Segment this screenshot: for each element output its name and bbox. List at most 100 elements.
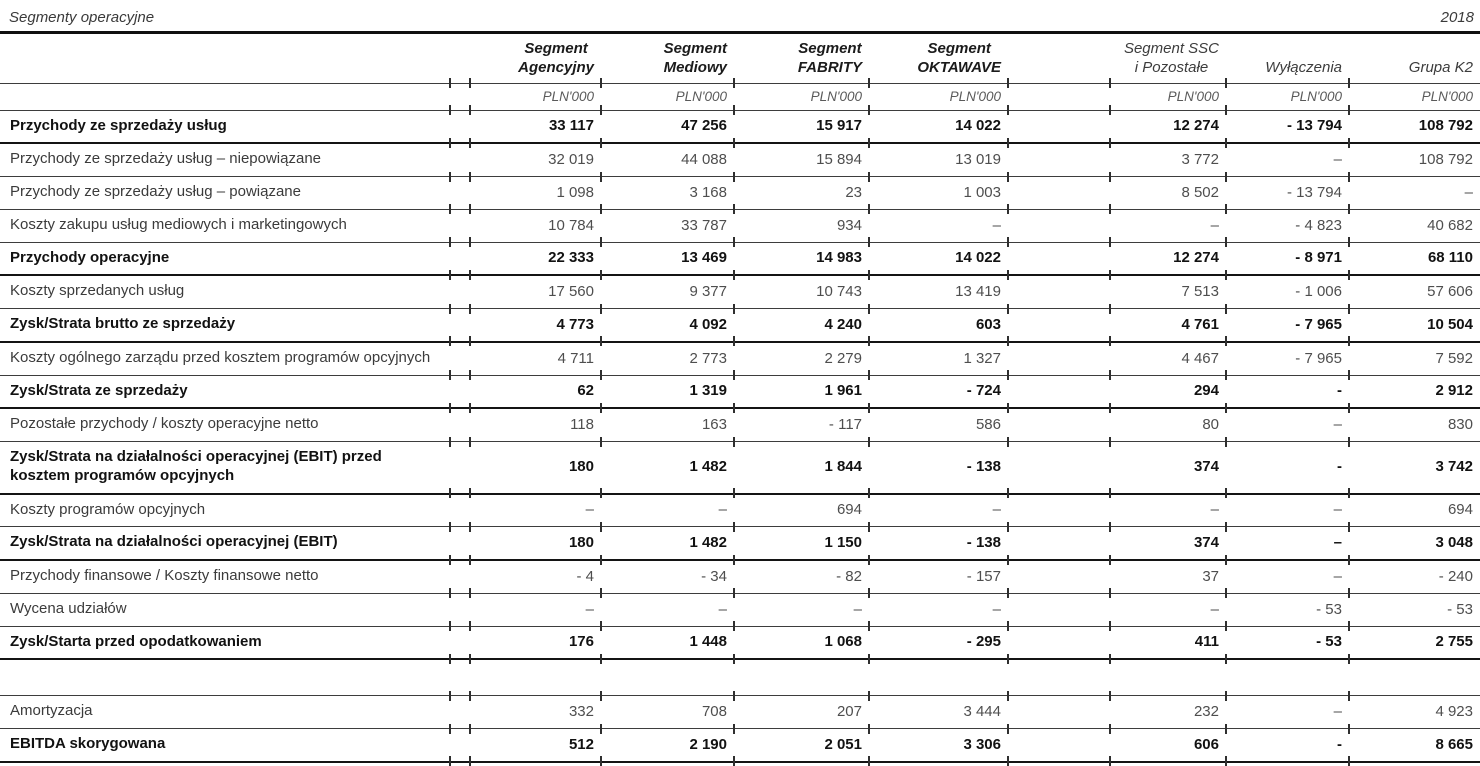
value-cell: 2 755 xyxy=(1349,626,1480,661)
value-cell: - 7 965 xyxy=(1226,308,1350,347)
column-header-mediowy: Segment Mediowy xyxy=(601,32,735,86)
value-cell: – xyxy=(1226,143,1350,181)
row-label: Koszty sprzedanych usług xyxy=(0,275,451,313)
spacer-cell xyxy=(1008,626,1111,664)
value-cell: 32 019 xyxy=(470,143,602,181)
row-label: Zysk/Strata ze sprzedaży xyxy=(0,375,451,413)
value-cell: - 13 794 xyxy=(1226,110,1350,148)
value-cell: 4 773 xyxy=(470,308,602,347)
column-header-label: Wyłączenia xyxy=(1265,58,1342,76)
value-cell: - 7 965 xyxy=(1226,341,1350,380)
value-cell: 14 022 xyxy=(869,242,1009,280)
value-cell: - xyxy=(1226,375,1350,413)
row-label: Zysk/Strata brutto ze sprzedaży xyxy=(0,308,451,347)
value-cell: 62 xyxy=(470,375,602,413)
value-cell: - 724 xyxy=(869,375,1009,413)
spacer-cell xyxy=(1008,308,1111,347)
table-row: Koszty ogólnego zarządu przed kosztem pr… xyxy=(0,341,1480,380)
value-cell: 15 917 xyxy=(734,110,870,148)
value-cell: 10 743 xyxy=(734,275,870,313)
table-body: Przychody ze sprzedaży usług 33 117 47 256… xyxy=(0,110,1480,766)
spacer-cell xyxy=(450,695,471,733)
value-cell: 17 560 xyxy=(470,275,602,313)
spacer-cell xyxy=(1008,341,1111,380)
value-cell: 694 xyxy=(1349,493,1480,528)
value-cell: 37 xyxy=(1110,560,1227,598)
row-label xyxy=(0,659,451,700)
value-cell: 9 377 xyxy=(601,275,735,313)
value-cell: - 240 xyxy=(1349,560,1480,594)
table-row: Przychody finansowe / Koszty finansowe n… xyxy=(0,560,1480,598)
value-cell: – xyxy=(869,493,1009,532)
value-cell: 411 xyxy=(1110,626,1227,664)
unit-cell: PLN'000 xyxy=(601,83,735,115)
spacer-cell xyxy=(1008,275,1111,313)
spacer-cell xyxy=(450,408,471,446)
table-row: Zysk/Starta przed opodatkowaniem 176 1 448… xyxy=(0,626,1480,664)
value-cell: 14 022 xyxy=(869,110,1009,148)
value-cell: – xyxy=(1110,493,1227,532)
unit-cell: PLN'000 xyxy=(1110,83,1227,115)
value-cell: – xyxy=(470,593,602,631)
table-row: Koszty sprzedanych usług 17 560 9 377 10 74… xyxy=(0,275,1480,313)
row-label: Przychody finansowe / Koszty finansowe n… xyxy=(0,560,451,598)
value-cell: 4 240 xyxy=(734,308,870,347)
value-cell: 33 117 xyxy=(470,110,602,148)
value-cell: - 138 xyxy=(869,441,1009,498)
value-cell xyxy=(869,659,1009,700)
value-cell: 1 844 xyxy=(734,441,870,498)
spacer-cell xyxy=(450,209,471,247)
value-cell: 332 xyxy=(470,695,602,733)
spacer-cell xyxy=(1008,110,1111,148)
value-cell: 2 051 xyxy=(734,728,870,766)
value-cell: - 53 xyxy=(1226,593,1350,631)
value-cell: 12 274 xyxy=(1110,110,1227,148)
value-cell: 8 502 xyxy=(1110,176,1227,214)
value-cell: 44 088 xyxy=(601,143,735,181)
unit-cell: PLN'000 xyxy=(869,83,1009,115)
operating-segments-table: Segment Agencyjny Segment Mediowy Segmen… xyxy=(0,31,1480,766)
spacer-cell xyxy=(450,593,471,631)
spacer-cell xyxy=(450,308,471,347)
value-cell: 708 xyxy=(601,695,735,733)
value-cell: - xyxy=(1226,728,1350,766)
spacer-cell xyxy=(1008,493,1111,532)
value-cell: – xyxy=(1349,176,1480,210)
spacer-cell xyxy=(450,526,471,565)
value-cell: - 53 xyxy=(1226,626,1350,664)
row-label: Zysk/Strata na działalności operacyjnej … xyxy=(0,526,451,565)
spacer-cell xyxy=(450,275,471,313)
value-cell: 4 923 xyxy=(1349,695,1480,729)
value-cell: - 4 xyxy=(470,560,602,598)
table-row: Amortyzacja 332 708 207 3 444 232–4 923 xyxy=(0,695,1480,733)
value-cell: 176 xyxy=(470,626,602,664)
row-label: Amortyzacja xyxy=(0,695,451,733)
value-cell: 586 xyxy=(869,408,1009,446)
spacer-cell xyxy=(450,242,471,280)
value-cell: - 1 006 xyxy=(1226,275,1350,313)
row-label: Zysk/Starta przed opodatkowaniem xyxy=(0,626,451,664)
value-cell: 3 742 xyxy=(1349,441,1480,495)
value-cell: 2 912 xyxy=(1349,375,1480,410)
value-cell xyxy=(734,659,870,700)
unit-row: PLN'000 PLN'000 PLN'000 PLN'000 PLN'000 … xyxy=(0,83,1480,115)
table-row: Zysk/Strata na działalności operacyjnej … xyxy=(0,526,1480,565)
table-row: Zysk/Strata na działalności operacyjnej … xyxy=(0,441,1480,498)
value-cell: 1 482 xyxy=(601,441,735,498)
unit-cell: PLN'000 xyxy=(1226,83,1350,115)
page-title: Segmenty operacyjne xyxy=(9,9,155,26)
column-header-agencyjny: Segment Agencyjny xyxy=(470,32,602,86)
value-cell: 7 513 xyxy=(1110,275,1227,313)
row-label: Przychody ze sprzedaży usług xyxy=(0,110,451,148)
spacer-cell xyxy=(450,176,471,214)
value-cell: 1 150 xyxy=(734,526,870,565)
table-row: Zysk/Strata brutto ze sprzedaży 4 773 4 09… xyxy=(0,308,1480,347)
value-cell: 80 xyxy=(1110,408,1227,446)
value-cell: – xyxy=(1226,408,1350,446)
table-row: Zysk/Strata ze sprzedaży 62 1 319 1 961- 72… xyxy=(0,375,1480,413)
value-cell: 374 xyxy=(1110,526,1227,565)
value-cell: 180 xyxy=(470,526,602,565)
value-cell: 1 482 xyxy=(601,526,735,565)
value-cell: 1 098 xyxy=(470,176,602,214)
value-cell: 57 606 xyxy=(1349,275,1480,310)
